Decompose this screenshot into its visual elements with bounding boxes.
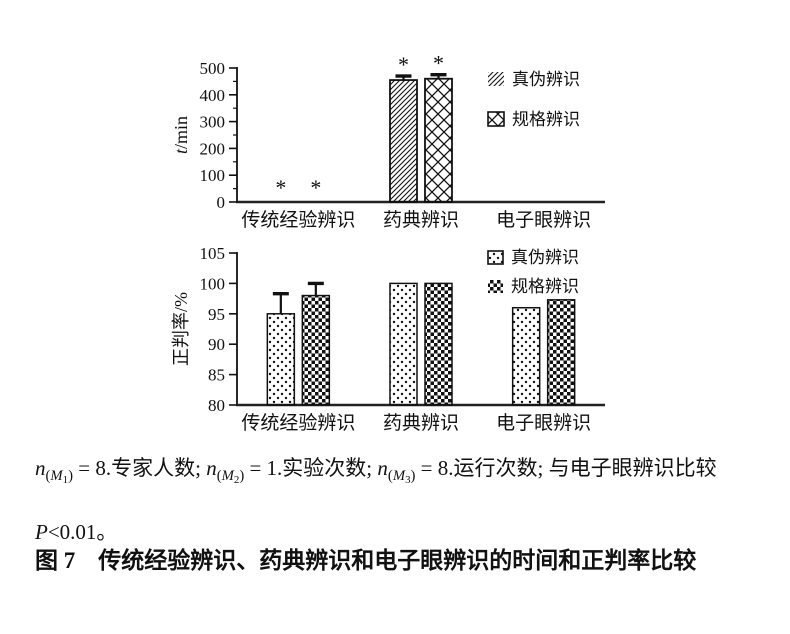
note-segment: M (221, 468, 234, 485)
legend-swatch (488, 280, 503, 293)
y-tick-label: 0 (217, 193, 226, 212)
bar (266, 313, 296, 406)
accuracy-chart: 80 85 90 95 100 105 正判率/% 传统经验辨识 药典辨识 电子眼辨识 真伪辨识规格… (171, 244, 605, 434)
time-chart: 0 100 200 300 400 500 t/min 传统经验辨识 * * 药典辨识 * * 电子眼辨识… (171, 51, 605, 231)
note-segment: = 8.运行次数; 与电子眼辨识比较 (415, 456, 717, 480)
bar (301, 294, 331, 406)
figure-caption: 图 7 传统经验辨识、药典辨识和电子眼辨识的时间和正判率比较 (35, 548, 697, 573)
note-segment: M (50, 468, 63, 485)
y-axis-title-part: 正判率/% (171, 292, 191, 366)
legend-label: 真伪辨识 (511, 248, 579, 267)
legend-swatch (487, 250, 504, 265)
y-axis-title-part: t (171, 148, 191, 154)
note-segment: 2 (233, 473, 240, 486)
y-tick-label: 500 (200, 59, 226, 78)
legend-swatch (487, 111, 505, 127)
y-tick-label: 200 (200, 139, 226, 158)
y-axis-title: 正判率/% (171, 292, 191, 366)
y-tick-label: 95 (208, 305, 225, 324)
note-segment: 1 (62, 473, 69, 486)
y-axis-title: t/min (171, 116, 191, 154)
bar (424, 282, 453, 406)
note-segment: <0.01。 (47, 519, 118, 544)
y-tick-label: 400 (200, 86, 226, 105)
legend-label: 规格辨识 (511, 277, 579, 296)
note-segment: n (206, 456, 217, 480)
y-axis-title-part: /min (171, 116, 191, 149)
note-segment: = 1.实验次数; (244, 456, 378, 480)
note-segment: ) (68, 468, 74, 485)
category-label: 传统经验辨识 (241, 412, 355, 434)
note-segment: = 8.专家人数; (73, 456, 207, 480)
y-tick-label: 90 (208, 335, 225, 354)
note-segment: n (35, 456, 46, 480)
significance-star: * (433, 51, 444, 76)
legend-label: 规格辨识 (512, 110, 580, 129)
y-tick-label: 100 (200, 166, 226, 185)
y-tick-label: 80 (208, 396, 225, 415)
category-label: 药典辨识 (383, 412, 459, 434)
bar (424, 77, 453, 203)
note-segment: M (392, 468, 406, 485)
y-tick-label: 300 (200, 113, 226, 132)
note-segment: ( (45, 468, 51, 485)
charts-svg: 0 100 200 300 400 500 t/min 传统经验辨识 * * 药典辨识 * * 电子眼辨识… (171, 51, 605, 434)
y-tick-label: 100 (200, 274, 226, 293)
note-segment: ( (216, 468, 222, 485)
note-segment: 3 (405, 473, 411, 486)
note-segment: ( (387, 468, 393, 485)
bar (389, 79, 418, 203)
bar (511, 306, 541, 406)
category-label: 传统经验辨识 (241, 209, 355, 231)
note-segment: ) (410, 468, 416, 485)
bar (546, 299, 576, 406)
figure-note: n(M1) = 8.专家人数; n(M2) = 1.实验次数; n(M3) = … (35, 442, 762, 558)
category-label: 电子眼辨识 (496, 209, 591, 231)
y-tick-label: 105 (200, 244, 226, 263)
y-tick-label: 85 (208, 366, 225, 385)
legend-swatch (488, 72, 504, 86)
significance-star: * (275, 175, 286, 200)
significance-star: * (310, 175, 321, 200)
category-label: 电子眼辨识 (496, 412, 591, 434)
bar (389, 282, 418, 406)
category-label: 药典辨识 (383, 209, 459, 231)
significance-star: * (398, 52, 409, 77)
note-segment: ) (239, 468, 245, 485)
note-segment: P (35, 519, 48, 544)
note-segment: n (377, 456, 388, 480)
legend-label: 真伪辨识 (512, 70, 580, 89)
